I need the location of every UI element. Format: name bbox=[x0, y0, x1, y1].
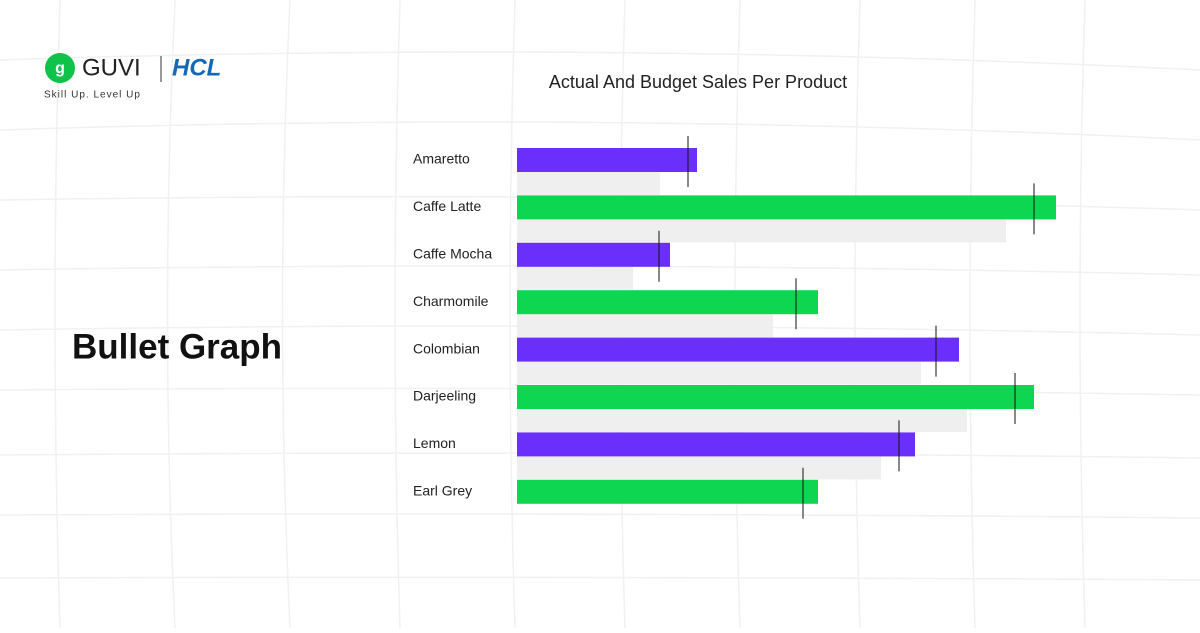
actual-bar bbox=[517, 385, 1034, 409]
budget-bar bbox=[517, 219, 1006, 243]
budget-bar bbox=[517, 266, 633, 290]
budget-bar bbox=[517, 409, 967, 432]
plot: Amaretto Caffe Latte Caffe Mocha Charmomile… bbox=[413, 136, 1056, 519]
heading: Bullet Graph bbox=[72, 327, 282, 366]
actual-bar bbox=[517, 195, 1056, 220]
category-label: Charmomile bbox=[413, 293, 489, 309]
category-label: Caffe Mocha bbox=[413, 246, 492, 262]
brand-tagline: Skill Up. Level Up bbox=[44, 90, 141, 101]
budget-bar bbox=[517, 456, 881, 480]
actual-bar bbox=[517, 148, 697, 172]
brand-partner: HCL bbox=[172, 54, 221, 81]
budget-bar bbox=[517, 172, 660, 195]
actual-bar bbox=[517, 432, 915, 457]
actual-bar bbox=[517, 479, 818, 504]
budget-bar bbox=[517, 361, 921, 385]
category-label: Darjeeling bbox=[413, 388, 476, 404]
actual-bar bbox=[517, 242, 670, 267]
category-label: Colombian bbox=[413, 340, 480, 356]
category-label: Lemon bbox=[413, 435, 456, 451]
actual-bar bbox=[517, 337, 959, 362]
category-label: Caffe Latte bbox=[413, 198, 481, 214]
brand-name: GUVI bbox=[82, 54, 141, 81]
chart-title: Actual And Budget Sales Per Product bbox=[549, 72, 847, 92]
budget-bar bbox=[517, 314, 773, 338]
logo-glyph: g bbox=[55, 60, 65, 77]
category-label: Amaretto bbox=[413, 151, 470, 167]
logo-icon bbox=[45, 53, 75, 83]
actual-bar bbox=[517, 290, 818, 315]
category-label: Earl Grey bbox=[413, 483, 472, 499]
